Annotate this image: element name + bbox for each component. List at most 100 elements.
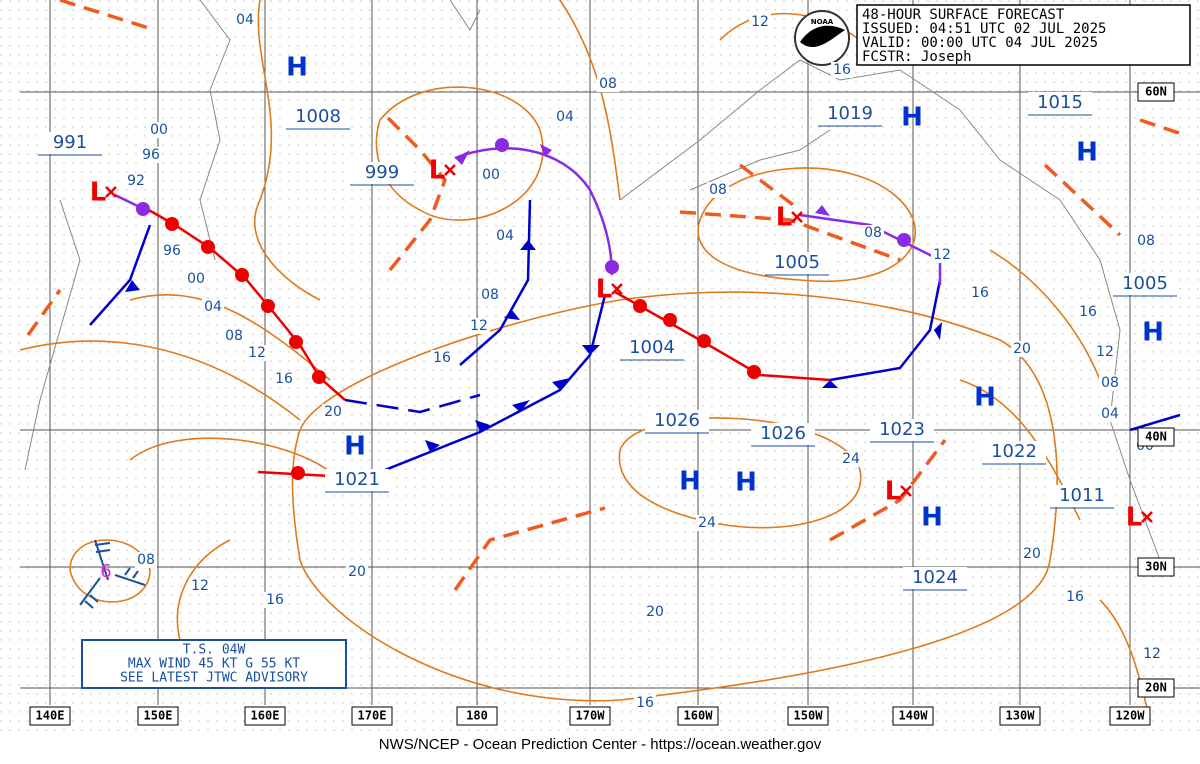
label-backing [1099,375,1121,391]
isobar-label: 08 [709,182,727,198]
header-line: 48-HOUR SURFACE FORECAST [862,7,1065,23]
isobar-label: 08 [1137,233,1155,249]
isobar-label: 12 [1143,646,1161,662]
low-center: L [885,477,902,507]
isobar-label: 96 [163,243,181,259]
isobar-label: 08 [864,225,882,241]
isobar-label: 00 [187,271,205,287]
label-backing [185,271,207,287]
label-backing [696,515,718,531]
label-backing [1113,273,1177,295]
isobar-label: 20 [1013,341,1031,357]
label-backing [903,567,967,589]
isobar-label: 20 [646,604,664,620]
label-box [677,706,719,726]
isobar-label: 92 [127,173,145,189]
label-box [1137,678,1175,698]
isobar-label: 16 [1079,304,1097,320]
longitude-label: 160W [684,709,714,723]
isobar-label: 00 [150,122,168,138]
label-backing [1011,341,1033,357]
isobar-label: 12 [751,14,769,30]
isobar-label: 04 [204,299,222,315]
label-backing [140,147,162,163]
latitude-label: 30N [1145,560,1167,574]
label-box [456,706,498,726]
label-backing [644,604,666,620]
isobar-label: 00 [482,167,500,183]
storm-advisory-line: SEE LATEST JTWC ADVISORY [120,671,308,686]
label-box [137,706,179,726]
label-backing [707,182,729,198]
label-backing [234,12,256,28]
label-backing [765,252,829,274]
longitude-label: 150E [144,709,173,723]
label-backing [634,695,656,711]
pressure-label: 1021 [334,469,380,490]
label-backing [148,122,170,138]
low-center: L [596,275,613,305]
pressure-label: 991 [53,132,87,153]
label-box [351,706,393,726]
label-backing [840,451,862,467]
isobar-label: 04 [236,12,254,28]
latitude-label: 60N [1145,85,1167,99]
pressure-label: 999 [365,162,399,183]
isobar-label: 04 [1101,406,1119,422]
label-backing [870,419,934,441]
label-backing [1050,485,1114,507]
label-box [999,706,1041,726]
label-backing [645,410,709,432]
pressure-label: 1008 [295,106,341,127]
isobar-label: 16 [266,592,284,608]
label-backing [818,103,882,125]
isobar-label: 08 [225,328,243,344]
label-backing [1021,546,1043,562]
high-center: H [901,103,923,133]
label-backing [969,285,991,301]
storm-advisory-line: MAX WIND 45 KT G 55 KT [128,657,300,672]
high-center: H [1076,138,1098,168]
high-center: H [1142,318,1164,348]
isobar-label: 20 [348,564,366,580]
pressure-label: 1026 [654,410,700,431]
latitude-label: 20N [1145,681,1167,695]
header-line: FCSTR: Joseph [862,49,972,65]
high-center: H [286,53,308,83]
pressure-label: 1026 [760,423,806,444]
label-backing [468,318,490,334]
label-backing [161,243,183,259]
label-backing [982,441,1046,463]
isobar-label: 96 [142,147,160,163]
storm-advisory-line: T.S. 04W [183,643,246,658]
isobar-label: 12 [1096,344,1114,360]
label-backing [1028,92,1092,114]
label-backing [202,299,224,315]
label-backing [189,578,211,594]
label-backing [350,162,414,184]
longitude-label: 150W [794,709,824,723]
label-backing [135,552,157,568]
label-box [1137,557,1175,577]
label-backing [346,564,368,580]
isobar-label: 24 [698,515,716,531]
isobar-label: 24 [842,451,860,467]
longitude-label: 140W [899,709,929,723]
label-box [29,706,71,726]
logo-text: NOAA [811,18,834,26]
storm-symbol-marks [79,539,146,609]
low-center: L [429,156,446,186]
high-center: H [344,432,366,462]
low-x [1141,511,1153,523]
label-backing [494,228,516,244]
label-backing [751,423,815,445]
isobar-label: 12 [191,578,209,594]
high-center: H [921,503,943,533]
low-center: L [1126,503,1143,533]
longitude-label: 120W [1116,709,1146,723]
header-box: NOAA [794,4,1191,66]
label-backing [749,14,771,30]
label-box [1137,82,1175,102]
isobar-label: 16 [275,371,293,387]
background-grid [0,0,1200,735]
